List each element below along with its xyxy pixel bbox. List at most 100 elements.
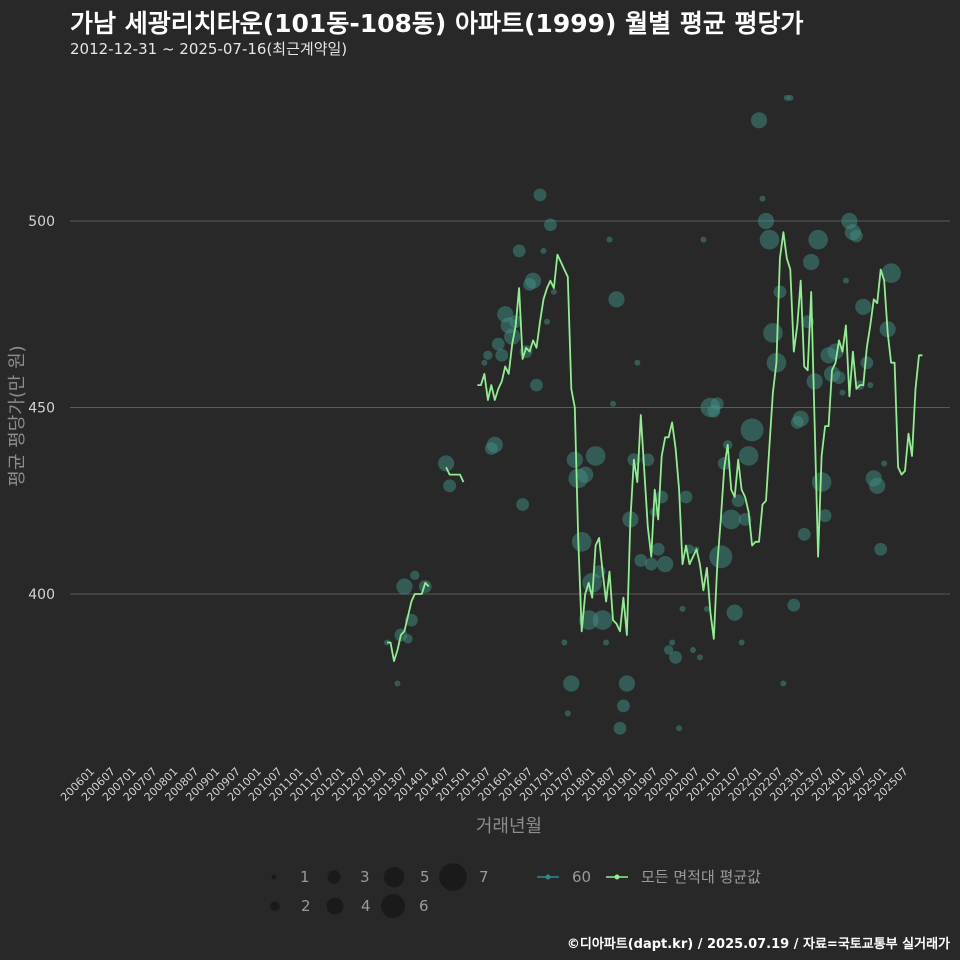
bubble-point (403, 634, 413, 644)
bubble-point (516, 498, 530, 511)
x-axis-label: 거래년월 (476, 816, 542, 837)
bubble-point (721, 509, 742, 530)
bubble-point (689, 646, 696, 653)
bubble-point (563, 675, 580, 692)
average-line-segment (445, 466, 465, 483)
bubble-point (606, 236, 613, 243)
bubble-point (867, 382, 874, 389)
bubble-point (832, 371, 846, 385)
y-axis-ticks: 400 450 500 (28, 214, 55, 603)
bubble-point (618, 675, 636, 692)
bubble-point (679, 490, 693, 504)
bubble-point (617, 699, 630, 713)
bubble-point (663, 645, 674, 655)
bubble-point (849, 229, 863, 243)
bubble-point (710, 397, 724, 411)
bubble-point (483, 350, 493, 360)
legend-series-label: 60 (572, 868, 591, 886)
bubble-point (544, 218, 557, 232)
bubble-point (763, 323, 783, 343)
bubble-point (757, 212, 775, 230)
bubble-point (679, 605, 686, 612)
bubble-point (839, 389, 846, 396)
legend-size-dot (271, 874, 277, 880)
bubble-point (613, 721, 627, 735)
bubble-point (396, 578, 413, 595)
bubble-point (808, 229, 828, 250)
legend-size-label: 2 (301, 897, 311, 915)
bubble-point (773, 285, 787, 299)
bubble-point (533, 188, 547, 202)
bubble-series-60 (384, 94, 901, 735)
average-line-segment (387, 581, 430, 662)
bubble-point (806, 373, 823, 390)
bubble-point (530, 378, 543, 392)
legend-size-dot (439, 863, 467, 891)
bubble-point (443, 479, 457, 493)
bubble-point (603, 639, 610, 646)
bubble-point (561, 639, 568, 646)
bubble-point (438, 455, 455, 472)
legend-series-dot (545, 874, 551, 880)
bubble-point (881, 263, 901, 284)
legend-size-dot (381, 894, 405, 918)
bubble-point (792, 410, 809, 427)
bubble-point (585, 446, 606, 466)
bubble-point (869, 477, 886, 494)
bubble-point (592, 610, 613, 630)
bubble-point (564, 710, 571, 717)
bubble-point (827, 343, 844, 360)
bubble-point (394, 680, 401, 687)
legend-size-label: 1 (300, 868, 310, 886)
bubble-point (780, 680, 787, 687)
bubble-point (759, 229, 780, 250)
bubble-point (881, 460, 888, 467)
bubble-point (874, 542, 888, 556)
bubble-point (540, 247, 547, 254)
legend-size-dot (383, 866, 405, 888)
bubble-point (410, 570, 420, 581)
legend-size-label: 3 (360, 868, 370, 886)
bubble-point (669, 651, 682, 664)
x-axis-ticks: 2006012006072007012007072008012008072009… (58, 765, 910, 804)
bubble-point (512, 244, 526, 258)
bubble-point (543, 318, 550, 325)
bubble-point (709, 545, 733, 569)
bubble-point (491, 337, 505, 351)
bubble-point (657, 556, 674, 573)
bubble-point (655, 490, 669, 504)
bubble-point (610, 400, 617, 407)
legend-size-dot (270, 901, 280, 911)
bubble-point (750, 112, 768, 129)
bubble-point (418, 580, 432, 593)
bubble-point (700, 236, 707, 243)
bubble-point (634, 359, 641, 366)
legend: 1 2 3 4 5 6 7 60 모든 면적대 평균값 (270, 863, 761, 918)
bubble-point (726, 604, 743, 621)
bubble-point (524, 272, 542, 289)
y-tick-label: 500 (28, 214, 55, 230)
bubble-point (738, 639, 745, 646)
average-line-series (387, 231, 923, 662)
legend-size-dot (327, 870, 341, 884)
y-tick-label: 450 (28, 401, 55, 417)
legend-size-label: 6 (419, 897, 429, 915)
chart-title: 가남 세광리치타운(101동-108동) 아파트(1999) 월별 평균 평당가 (70, 9, 804, 38)
bubble-point (740, 418, 764, 442)
bubble-point (797, 527, 811, 541)
bubble-point (787, 94, 794, 101)
average-line-segment (477, 231, 923, 640)
bubble-point (787, 598, 801, 612)
bubble-point (738, 446, 759, 466)
legend-average-dot (614, 874, 620, 880)
bubble-point (577, 466, 594, 483)
legend-size-label: 5 (420, 868, 430, 886)
bubble-point (842, 277, 849, 284)
bubble-point (486, 436, 503, 453)
bubble-point (696, 654, 703, 661)
legend-size-label: 7 (479, 868, 489, 886)
legend-size-dot (326, 897, 344, 915)
bubble-point (504, 328, 521, 345)
bubble-point (676, 725, 683, 732)
bubble-point (651, 542, 665, 556)
